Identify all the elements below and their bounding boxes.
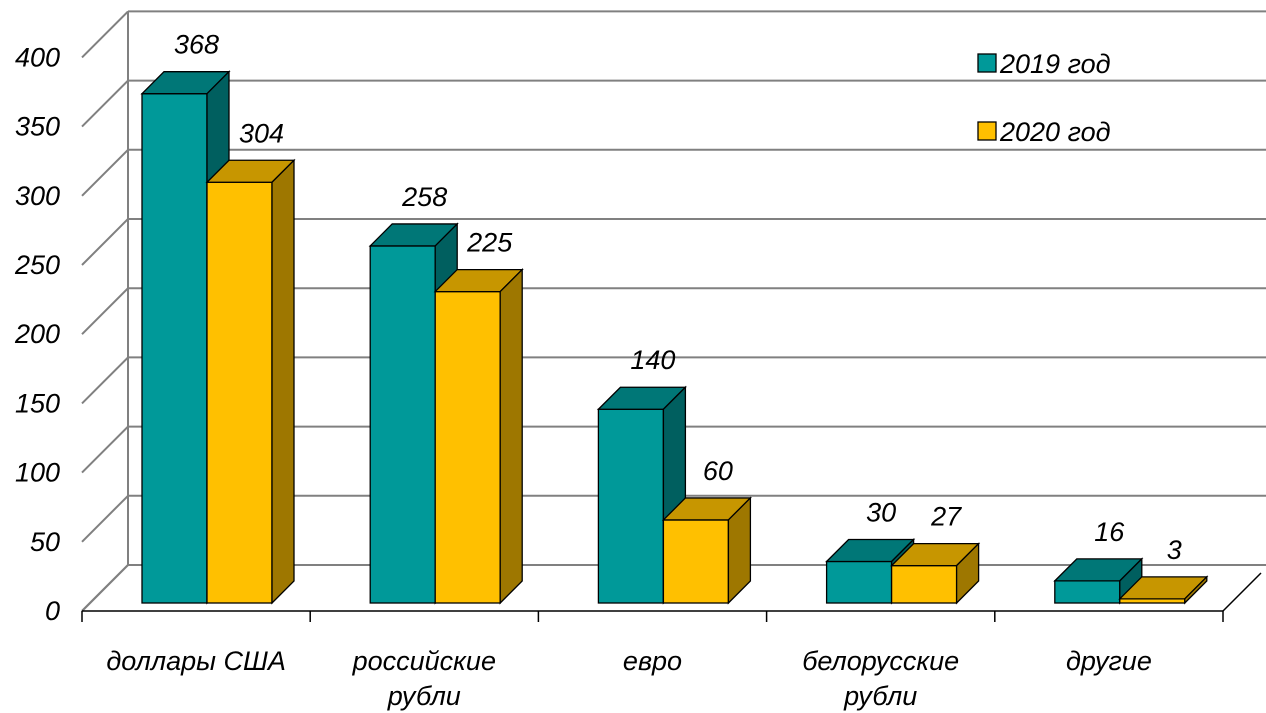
side-gridline xyxy=(81,287,129,335)
side-gridline xyxy=(81,79,129,128)
bar xyxy=(205,158,296,605)
y-tick-label: 200 xyxy=(14,319,60,349)
data-label: 225 xyxy=(466,228,513,258)
data-label: 140 xyxy=(630,345,675,375)
floor-right-edge xyxy=(1222,572,1262,612)
y-tick-label: 300 xyxy=(15,181,60,211)
bar-side xyxy=(955,542,980,605)
data-label: 16 xyxy=(1094,517,1125,547)
bar-front xyxy=(825,560,893,604)
y-tick-label: 50 xyxy=(30,527,60,557)
side-gridline xyxy=(81,356,129,405)
legend-swatch xyxy=(977,121,997,141)
data-label: 27 xyxy=(930,502,962,532)
side-gridline xyxy=(81,218,129,266)
bar-side xyxy=(1184,575,1208,605)
bar xyxy=(596,385,687,605)
data-label: 368 xyxy=(174,30,219,60)
bar-side xyxy=(499,268,523,605)
legend-swatch xyxy=(977,53,997,73)
bar-layer xyxy=(140,70,1209,605)
side-gridline xyxy=(81,149,129,197)
bar xyxy=(661,496,752,605)
bar xyxy=(433,268,524,605)
x-tick-label: другие xyxy=(1066,646,1152,676)
bar-front xyxy=(890,564,958,604)
data-label: 258 xyxy=(401,182,447,212)
x-tick-label: евро xyxy=(623,646,682,676)
y-tick-label: 250 xyxy=(14,250,60,280)
y-tick-label: 100 xyxy=(15,458,60,488)
bar-front xyxy=(369,245,436,604)
data-label: 30 xyxy=(866,497,896,527)
x-tick-label: белорусские рубли xyxy=(802,646,959,711)
side-gridline xyxy=(81,495,129,543)
x-tick-label: российские рубли xyxy=(352,646,496,711)
bar-side xyxy=(271,158,295,605)
grid-layer: 0 50 100 150 200 250 300 350 400 xyxy=(14,10,1266,626)
y-tick-label: 350 xyxy=(15,112,60,142)
bar xyxy=(1053,557,1144,605)
side-gridline xyxy=(81,10,129,59)
bar-front xyxy=(662,519,730,604)
data-label: 60 xyxy=(703,456,733,486)
bar-front xyxy=(434,290,501,604)
label-layer: 368 304 доллары США 258 225 российские рубли 14… xyxy=(106,30,1181,711)
y-tick-label: 150 xyxy=(15,388,60,418)
legend-label: 2019 год xyxy=(999,49,1111,79)
side-gridline xyxy=(81,425,129,474)
bar-front xyxy=(1054,580,1121,604)
bar xyxy=(890,542,981,605)
data-label: 304 xyxy=(239,118,284,148)
y-tick-label: 400 xyxy=(15,42,60,72)
bar-side xyxy=(727,496,752,605)
x-tick-label: доллары США xyxy=(106,646,286,676)
y-tick-label: 0 xyxy=(45,596,60,626)
data-label: 3 xyxy=(1167,535,1182,565)
bar-front xyxy=(206,181,273,604)
legend: 2019 год 2020 год xyxy=(977,49,1111,147)
bar xyxy=(1118,575,1209,605)
bar-front xyxy=(141,93,208,604)
bar-front xyxy=(597,408,665,604)
legend-label: 2020 год xyxy=(999,117,1111,147)
